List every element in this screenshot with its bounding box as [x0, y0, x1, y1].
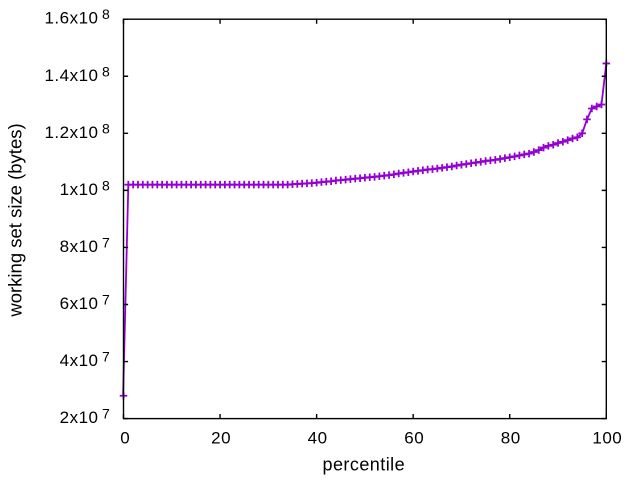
svg-text:8: 8 — [102, 63, 110, 79]
svg-text:20: 20 — [211, 429, 231, 448]
svg-text:100: 100 — [592, 429, 622, 448]
svg-text:7: 7 — [102, 349, 110, 365]
svg-text:60: 60 — [404, 429, 424, 448]
svg-text:8: 8 — [102, 177, 110, 193]
svg-text:7: 7 — [102, 234, 110, 250]
svg-text:working set size (bytes): working set size (bytes) — [5, 123, 26, 317]
svg-text:2x10: 2x10 — [60, 408, 99, 427]
svg-text:7: 7 — [102, 406, 110, 422]
svg-text:7: 7 — [102, 292, 110, 308]
svg-text:8: 8 — [102, 6, 110, 22]
svg-text:8x10: 8x10 — [60, 237, 99, 256]
svg-text:0: 0 — [120, 429, 130, 448]
svg-text:1.6x10: 1.6x10 — [44, 9, 98, 28]
svg-text:80: 80 — [501, 429, 521, 448]
svg-text:1.2x10: 1.2x10 — [44, 123, 98, 142]
svg-text:4x10: 4x10 — [60, 351, 99, 370]
svg-text:percentile: percentile — [323, 454, 406, 474]
svg-text:6x10: 6x10 — [60, 294, 99, 313]
svg-text:1x10: 1x10 — [60, 180, 99, 199]
svg-text:40: 40 — [308, 429, 328, 448]
svg-text:1.4x10: 1.4x10 — [44, 66, 98, 85]
svg-text:8: 8 — [102, 120, 110, 136]
